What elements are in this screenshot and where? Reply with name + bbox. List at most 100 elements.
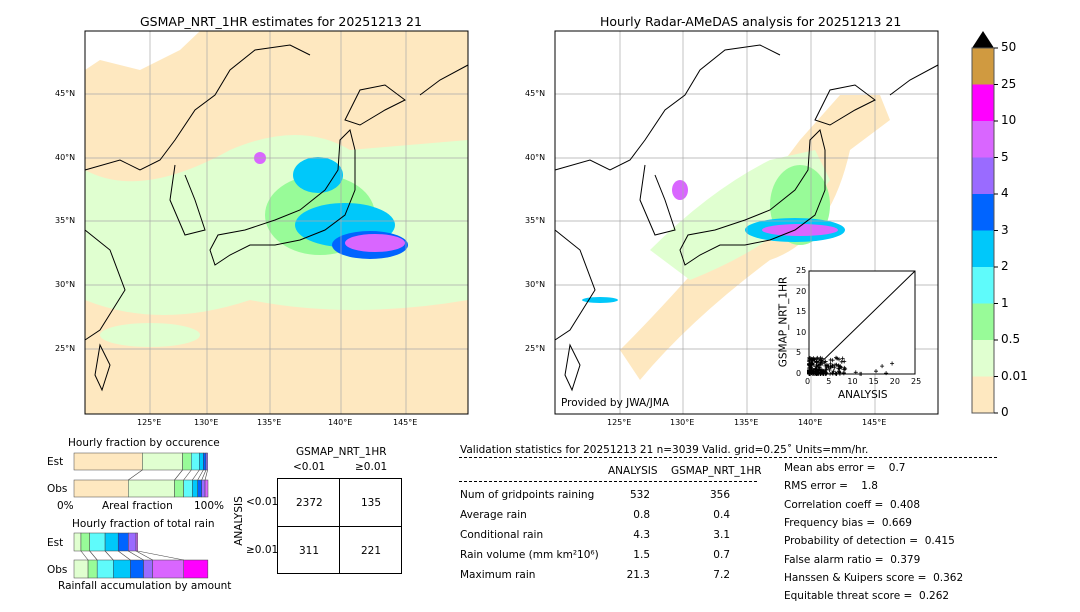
colorbar-segment-6: [972, 157, 994, 194]
connector-line: [192, 469, 200, 481]
scatter-xtick: 5: [826, 377, 832, 386]
total-rain-est-segment: [104, 532, 119, 552]
stat-analysis: 21.3: [626, 569, 650, 581]
contingency-row-title: ANALYSIS: [232, 496, 245, 546]
stat-gsmap: 356: [709, 489, 730, 501]
total-rain-est-segment: [135, 532, 138, 552]
scatter-point: [834, 355, 839, 360]
colorbar-segment-2: [972, 303, 994, 340]
colorbar-segment-4: [972, 230, 994, 267]
lon-label: 125°E: [607, 418, 632, 427]
lon-label: 145°E: [393, 418, 418, 427]
scatter-xtick: 20: [889, 377, 900, 386]
coastline: [344, 84, 406, 126]
stat-label: Average rain: [460, 509, 527, 521]
contingency-row-1: ≥0.01: [246, 544, 279, 556]
lon-label: 140°E: [328, 418, 353, 427]
scatter-point: [834, 371, 839, 376]
contingency-col-1: ≥0.01: [355, 461, 388, 473]
connector-line: [174, 469, 183, 481]
scatter-point: [807, 367, 812, 372]
connector-line: [204, 469, 208, 481]
rain-area: [762, 224, 838, 236]
occurrence-obs-segment: [204, 479, 209, 498]
scatter-point: [827, 368, 832, 373]
colorbar-tick-label: 0.5: [1001, 332, 1021, 346]
scatter-point: [821, 370, 826, 375]
total-rain-obs-segment: [113, 559, 131, 579]
occurrence-est-label: Est: [47, 456, 64, 468]
score-line: Hanssen & Kuipers score = 0.362: [784, 571, 964, 584]
total-rain-est-segment: [73, 532, 82, 552]
total-rain-obs-segment: [183, 559, 209, 579]
rain-area: [293, 157, 343, 193]
total-rain-xlabel: Rainfall accumulation by amount: [58, 580, 232, 592]
lat-label: 35°N: [55, 216, 76, 225]
scatter-point: [815, 359, 820, 364]
scatter-point: [815, 369, 820, 374]
coastline: [84, 44, 311, 171]
scatter-ytick: 10: [796, 327, 807, 337]
stat-gsmap: 0.7: [713, 549, 730, 561]
table-divider: [278, 526, 401, 527]
stat-gsmap: 0.4: [713, 509, 730, 521]
score-line: RMS error = 1.8: [784, 480, 878, 493]
scatter-point: [884, 371, 889, 376]
contingency-table: 2372 135 311 221: [277, 478, 402, 574]
occurrence-obs-segment: [192, 479, 198, 498]
total-rain-obs-label: Obs: [47, 564, 68, 576]
coastline: [209, 129, 356, 266]
score-line: Equitable threat score = 0.262: [784, 590, 950, 603]
col-gsmap: GSMAP_NRT_1HR: [671, 465, 762, 477]
left-map: [84, 30, 469, 415]
total-rain-est-segment: [128, 532, 137, 552]
stat-label: Rain volume (mm km²10⁶): [460, 549, 599, 561]
cell-false-alarm: 135: [361, 497, 382, 509]
scatter-point: [814, 364, 819, 369]
validation-header: Validation statistics for 20251213 21 n=…: [460, 444, 869, 456]
map-frame: [84, 30, 469, 415]
lon-label: 135°E: [257, 418, 282, 427]
occurrence-obs-segment: [197, 479, 202, 498]
total-rain-obs-segment: [96, 559, 114, 579]
colorbar-segment-0: [972, 376, 994, 413]
scatter-point: [811, 370, 816, 375]
score-line: Correlation coeff = 0.408: [784, 498, 920, 511]
scatter-point: [817, 357, 822, 362]
scatter-xtick: 25: [911, 377, 922, 386]
contingency-col-title: GSMAP_NRT_1HR: [296, 446, 387, 458]
connector-line: [104, 550, 114, 561]
occurrence-obs-segment: [128, 479, 175, 498]
occurrence-obs-segment: [73, 479, 129, 498]
occurrence-est-segment: [182, 452, 192, 471]
occurrence-obs-segment: [201, 479, 206, 498]
rain-area: [345, 234, 405, 252]
scatter-point: [828, 361, 833, 366]
lat-label: 35°N: [525, 216, 546, 225]
scatter-point: [836, 366, 841, 371]
total-rain-obs-segment: [130, 559, 144, 579]
lat-label: 40°N: [55, 153, 76, 162]
lon-label: 130°E: [670, 418, 695, 427]
scatter-point: [822, 360, 827, 365]
colorbar-tick-label: 1: [1001, 295, 1009, 310]
occurrence-title: Hourly fraction by occurence: [68, 437, 220, 449]
stat-analysis: 4.3: [633, 529, 650, 541]
scatter-point: [819, 358, 824, 363]
scatter-point: [859, 371, 864, 376]
scatter-point: [840, 356, 845, 361]
map-frame: [554, 30, 939, 415]
right-map-title: Hourly Radar-AMeDAS analysis for 2025121…: [600, 14, 902, 29]
scatter-ytick: 5: [796, 348, 802, 358]
stat-gsmap: 7.2: [713, 569, 730, 581]
colorbar-tick-label: 4: [1001, 186, 1009, 200]
lon-label: 145°E: [862, 418, 887, 427]
occurrence-obs-segment: [174, 479, 184, 498]
scatter-point: [842, 359, 847, 364]
stat-analysis: 1.5: [633, 549, 650, 561]
coastline: [639, 164, 676, 236]
lat-label: 30°N: [525, 280, 546, 289]
colorbar-tick-label: 5: [1001, 149, 1009, 164]
lat-label: 45°N: [525, 89, 546, 98]
occurrence-x0: 0%: [57, 500, 74, 512]
